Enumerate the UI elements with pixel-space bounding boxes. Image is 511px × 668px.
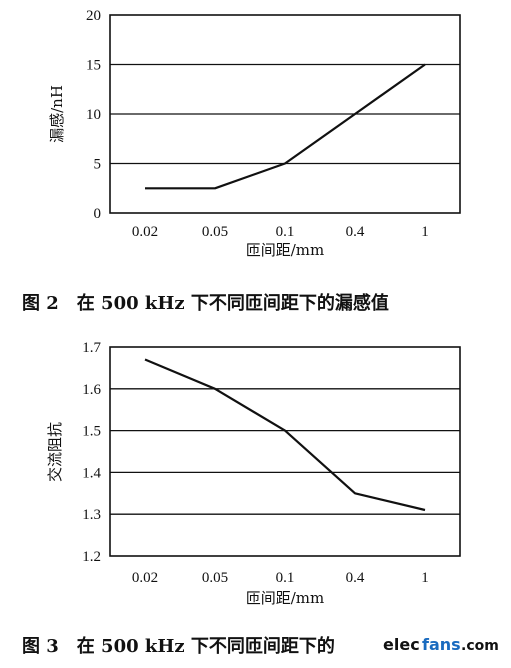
chart-2-y-tick-label: 1.3 [82,507,101,523]
chart-1-x-ticks: 0.02 0.05 0.1 0.4 1 [132,224,429,240]
chart-2-y-tick-label: 1.7 [82,340,101,356]
chart-2-y-tick-label: 1.6 [82,382,101,398]
chart-1-y-tick-label: 10 [86,107,101,123]
chart-1-plot-frame [109,14,461,214]
chart-1-y-tick-label: 0 [94,206,102,222]
chart-2-x-tick-label: 0.05 [202,570,228,586]
watermark-part3: .com [461,638,499,654]
chart-2-y-axis-title: 交流阻抗 [46,422,64,482]
watermark: elec fans .com [383,635,499,654]
chart-1-x-tick-label: 0.05 [202,224,228,240]
chart-1-y-axis-title: 漏感/nH [48,85,66,143]
chart-2: 1.21.31.41.51.61.7 0.02 0.05 0.1 0.4 1 交流阻抗 … [22,340,461,657]
chart-1-gridlines [110,63,460,165]
chart-1-x-tick-label: 0.4 [346,224,365,240]
chart-2-gridlines [110,388,460,515]
chart-2-x-tick-label: 1 [421,570,429,586]
chart-2-y-tick-label: 1.2 [82,549,101,565]
chart-2-x-ticks: 0.02 0.05 0.1 0.4 1 [132,570,429,586]
chart-1: 0 5 10 15 20 0.02 0.05 0.1 0.4 1 漏感/nH 匝间距/mm 图 … [22,8,461,314]
chart-2-y-tick-label: 1.4 [82,465,101,481]
chart-1-y-tick-label: 20 [86,8,101,24]
chart-1-y-tick-label: 5 [94,157,102,173]
watermark-part1: elec [383,635,420,654]
chart-1-x-tick-label: 1 [421,224,429,240]
chart-2-x-tick-label: 0.02 [132,570,158,586]
chart-2-y-tick-label: 1.5 [82,424,101,440]
chart-2-y-ticks: 1.2 1.3 1.4 1.5 1.6 1.7 [82,340,101,565]
chart-1-x-axis-title: 匝间距/mm [246,241,325,259]
chart-2-caption: 图 3 在 500 kHz 下不同匝间距下的 [22,635,335,657]
chart-2-plot-frame [109,346,461,557]
chart-2-x-tick-label: 0.1 [276,570,295,586]
chart-2-x-tick-label: 0.4 [346,570,365,586]
chart-1-series-line [145,63,426,190]
chart-1-y-ticks: 0 5 10 15 20 [86,8,101,222]
chart-1-y-tick-label: 15 [86,58,101,74]
chart-2-series-line [144,358,426,512]
chart-1-caption: 图 2 在 500 kHz 下不同匝间距下的漏感值 [22,292,389,314]
chart-2-x-axis-title: 匝间距/mm [246,589,325,607]
chart-1-x-tick-label: 0.1 [276,224,295,240]
chart-1-x-tick-label: 0.02 [132,224,158,240]
watermark-part2: fans [422,635,461,654]
